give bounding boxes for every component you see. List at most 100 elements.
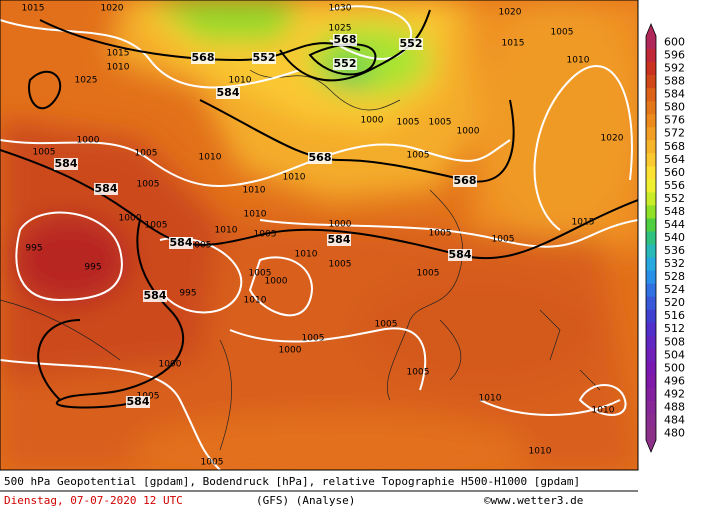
- isobar-label: 1005: [417, 269, 440, 279]
- colorbar-swatch: [646, 179, 656, 193]
- geopotential-label-box: [169, 237, 193, 249]
- geopotential-label: 552: [400, 37, 423, 50]
- geopotential-label: 584: [328, 233, 351, 246]
- colorbar-label: 500: [664, 361, 685, 374]
- map-frame: [0, 0, 639, 471]
- isobar-label: 1005: [429, 229, 452, 239]
- colorbar-label: 504: [664, 348, 685, 361]
- colorbar-label: 484: [664, 413, 685, 426]
- isobar-label: 1000: [457, 127, 480, 137]
- colorbar-swatch: [646, 205, 656, 219]
- isobar-label: 1020: [101, 4, 124, 14]
- colorbar-label: 572: [664, 127, 685, 140]
- isobar-label: 1005: [145, 221, 168, 231]
- colorbar-swatch: [646, 49, 656, 63]
- isobar-label: 1005: [249, 269, 272, 279]
- colorbar-label: 568: [664, 140, 685, 153]
- colorbar-label: 496: [664, 374, 685, 387]
- geopotential-label: 584: [217, 86, 240, 99]
- colorbar-label: 536: [664, 244, 685, 257]
- geopotential-label-box: [399, 38, 423, 50]
- isobar-label: 1005: [201, 458, 224, 468]
- isobar-label: 1010: [229, 76, 252, 86]
- colorbar-top-cap: [646, 24, 656, 36]
- colorbar-label: 560: [664, 166, 685, 179]
- isobar-label: 1025: [329, 24, 352, 34]
- colorbar-label: 540: [664, 231, 685, 244]
- coastlines: [0, 69, 601, 451]
- colorbar-swatch: [646, 36, 656, 50]
- colorbar-swatch: [646, 231, 656, 246]
- colorbar-label: 532: [664, 257, 685, 270]
- colorbar-outline: [645, 22, 657, 454]
- geopotential-label: 584: [170, 236, 193, 249]
- isobar-label: 1020: [499, 8, 522, 18]
- colorbar-label: 528: [664, 270, 685, 283]
- colorbar-swatch: [646, 283, 656, 298]
- isobar-label: 1010: [592, 406, 615, 416]
- colorbar-label: 588: [664, 75, 685, 88]
- colorbar-label: 480: [664, 426, 685, 439]
- isobar-label: 995: [25, 244, 42, 254]
- geopotential-label: 584: [449, 248, 472, 261]
- colorbar-label: 488: [664, 400, 685, 413]
- geopotential-label: 568: [192, 51, 215, 64]
- isobar-label: 1005: [302, 334, 325, 344]
- isobar-label: 1010: [529, 447, 552, 457]
- colorbar-label: 576: [664, 114, 685, 127]
- footer-copyright: ©www.wetter3.de: [484, 494, 583, 507]
- isobar-label: 1005: [375, 320, 398, 330]
- colorbar-swatch: [646, 335, 656, 350]
- geopotential-label-box: [143, 290, 167, 302]
- geopotential-label-box: [308, 152, 332, 164]
- footer-model: (GFS) (Analyse): [256, 494, 355, 507]
- colorbar-swatch: [646, 309, 656, 324]
- colorbar-label: 516: [664, 309, 685, 322]
- isobar-label: 1005: [407, 368, 430, 378]
- colorbar-label: 556: [664, 179, 685, 192]
- colorbar: 6005965925885845805765725685645605565525…: [645, 22, 685, 454]
- colorbar-swatch: [646, 127, 656, 141]
- geopotential-label-box: [191, 52, 215, 64]
- colorbar-label: 580: [664, 101, 685, 114]
- geopotential-label-box: [54, 158, 78, 170]
- isobar-label: 1010: [295, 250, 318, 260]
- geopotential-label: 552: [253, 51, 276, 64]
- isobar-label: 1000: [361, 116, 384, 126]
- isobar-label: 1000: [265, 277, 288, 287]
- isobar-label: 1000: [329, 220, 352, 230]
- geopotential-label: 584: [95, 182, 118, 195]
- isobar-label: 1015: [502, 39, 525, 49]
- colorbar-label: 592: [664, 62, 685, 75]
- geopotential-label-box: [252, 52, 276, 64]
- isobar-label: 1030: [329, 4, 352, 14]
- colorbar-swatch: [646, 257, 656, 272]
- colorbar-swatch: [646, 114, 656, 128]
- isobar-label: 1010: [244, 296, 267, 306]
- geopotential-label-box: [94, 183, 118, 195]
- colorbar-swatch: [646, 166, 656, 180]
- isobar-label: 1015: [22, 4, 45, 14]
- geopotential-label-box: [448, 249, 472, 261]
- geopotential-label-box: [216, 87, 240, 99]
- colorbar-swatch: [646, 426, 656, 441]
- isobar-label: 1010: [199, 153, 222, 163]
- isobar-label: 1000: [159, 360, 182, 370]
- isobar-label: 1005: [329, 260, 352, 270]
- geopotential-label-box: [327, 234, 351, 246]
- colorbar-label: 512: [664, 322, 685, 335]
- colorbar-label: 552: [664, 192, 685, 205]
- isobar-label: 1010: [215, 226, 238, 236]
- isobar-label: 1005: [429, 118, 452, 128]
- map-area: 1015 1020 1015 1010 1025 1010 1025 1030 1020 1015…: [0, 0, 638, 470]
- isobar-label: 1005: [254, 230, 277, 240]
- colorbar-swatch: [646, 361, 656, 376]
- geopotential-label: 552: [334, 57, 357, 70]
- isobar-label: 995: [179, 289, 196, 299]
- colorbar-swatch: [646, 387, 656, 402]
- colorbar-swatch: [646, 374, 656, 389]
- isobar-label: 1010: [244, 210, 267, 220]
- colorbar-label: 564: [664, 153, 685, 166]
